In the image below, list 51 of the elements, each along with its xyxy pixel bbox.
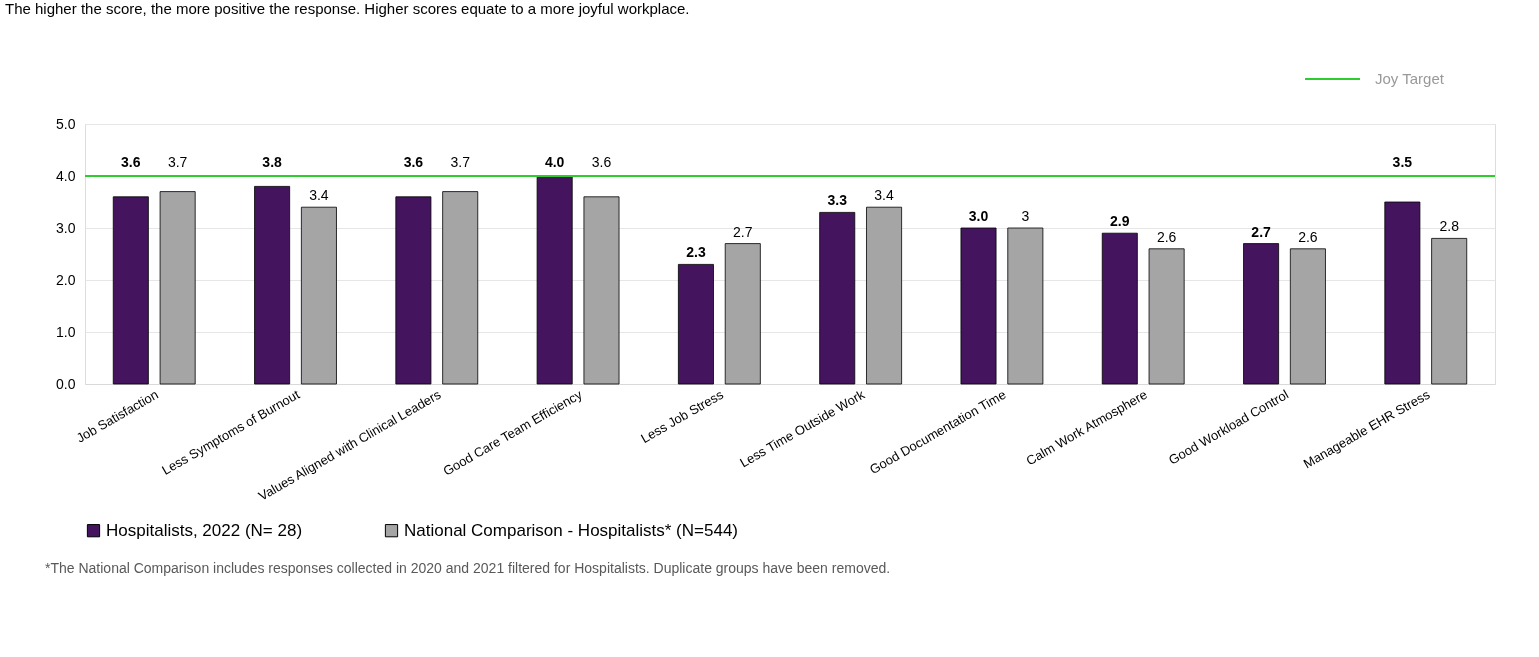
data-label: 3.5 [1392, 154, 1413, 170]
bar [442, 191, 479, 385]
data-label: 2.9 [1110, 213, 1130, 230]
legend-label: Hospitalists, 2022 (N= 28) [106, 520, 303, 540]
data-label: 3.6 [403, 153, 424, 170]
data-label: 3.6 [121, 153, 141, 170]
bar [300, 206, 337, 385]
bar [866, 206, 903, 385]
data-label: 2.8 [1439, 218, 1460, 235]
data-label: 3.4 [874, 187, 894, 204]
y-tick-label: 3.0 [56, 219, 76, 236]
data-label: 3.7 [450, 153, 471, 170]
data-label: 3.0 [968, 208, 989, 224]
data-label: 4.0 [544, 154, 565, 170]
bar [159, 191, 196, 385]
chart-title: The higher the score, the more positive the response. Higher scores equate to a more joyful workplace. [5, 0, 690, 17]
bar [1431, 238, 1468, 385]
data-label: 2.7 [1251, 223, 1272, 240]
y-tick-label: 2.0 [56, 271, 76, 288]
data-label: 3.4 [309, 187, 329, 204]
bar [819, 212, 856, 385]
bar [1101, 232, 1138, 385]
y-tick-label: 1.0 [56, 323, 76, 340]
bar [254, 186, 291, 385]
bar [677, 264, 714, 385]
bar [112, 196, 149, 385]
data-label: 3.3 [827, 192, 848, 209]
bar [1289, 248, 1326, 385]
y-tick-label: 5.0 [56, 115, 76, 132]
bar [583, 196, 620, 385]
data-label: 3.8 [262, 154, 283, 171]
bar [1148, 248, 1185, 385]
y-tick-label: 4.0 [56, 167, 76, 184]
bar [724, 243, 761, 385]
bar [1243, 243, 1280, 385]
y-tick-label: 0.0 [56, 375, 76, 392]
data-label: 3 [1021, 208, 1030, 224]
bar [395, 196, 432, 385]
legend-label: Joy Target [1375, 70, 1445, 87]
data-label: 2.6 [1298, 228, 1318, 245]
bar [1007, 227, 1044, 385]
bar [960, 227, 997, 385]
bar [536, 175, 573, 385]
legend-label: National Comparison - Hospitalists* (N=544) [404, 520, 738, 540]
data-label: 2.7 [733, 223, 753, 240]
data-label: 2.6 [1156, 228, 1177, 245]
data-label: 2.3 [686, 244, 706, 261]
data-label: 3.6 [591, 153, 612, 170]
bar [1384, 201, 1421, 385]
text: *The National Comparison includes responses collected in 2020 and 2021 filtered for Hospitalists. Duplicate groups have been removed. [45, 560, 891, 576]
data-label: 3.7 [167, 153, 188, 170]
